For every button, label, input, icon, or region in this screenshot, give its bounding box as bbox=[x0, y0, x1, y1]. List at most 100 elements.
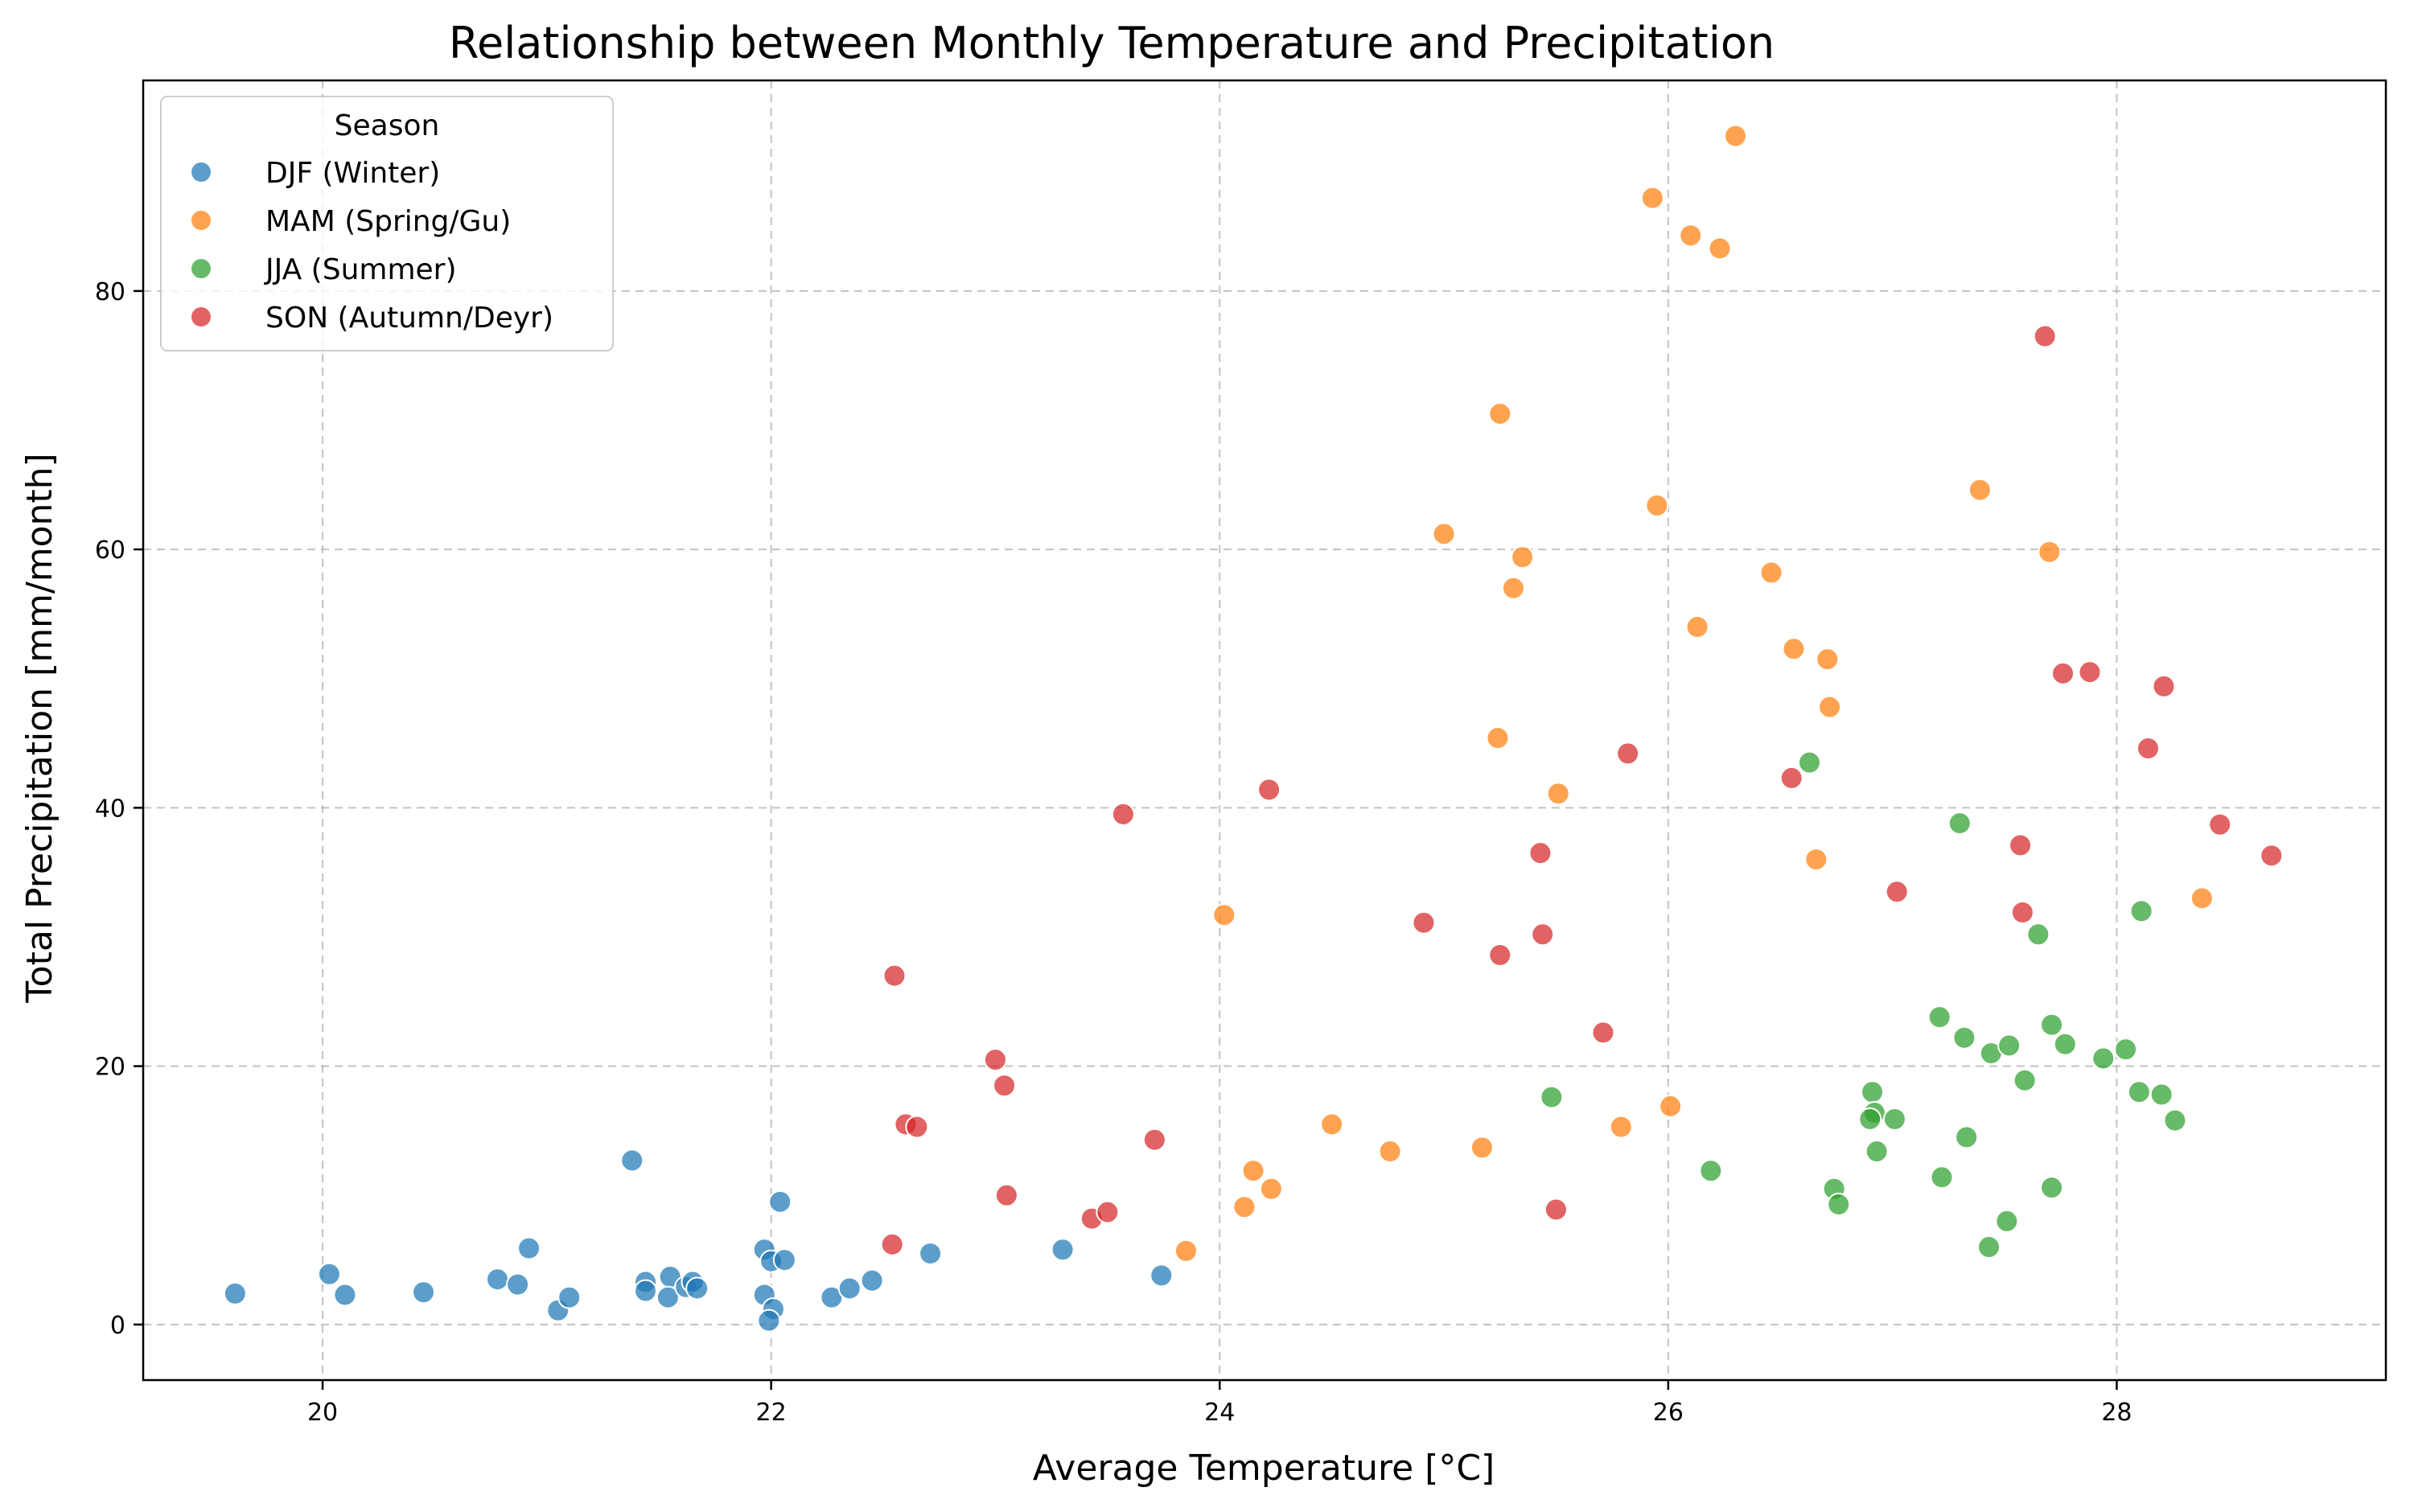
y-tick-label: 80 bbox=[95, 278, 125, 306]
data-point bbox=[1797, 750, 1821, 774]
data-point bbox=[1511, 545, 1535, 569]
data-point bbox=[1488, 401, 1512, 425]
data-point bbox=[685, 1276, 709, 1300]
x-tick-label: 22 bbox=[756, 1399, 787, 1427]
x-tick-label: 28 bbox=[2101, 1399, 2132, 1427]
data-point bbox=[1609, 1115, 1633, 1139]
data-point bbox=[1968, 478, 1992, 502]
data-point bbox=[880, 1232, 904, 1256]
data-point bbox=[1488, 943, 1512, 968]
data-point bbox=[1645, 493, 1669, 517]
data-point bbox=[2013, 1068, 2037, 1092]
data-point bbox=[1470, 1136, 1494, 1160]
data-point bbox=[1955, 1125, 1979, 1149]
data-point bbox=[620, 1148, 644, 1173]
data-point bbox=[993, 1074, 1017, 1098]
data-point bbox=[860, 1268, 884, 1292]
data-point bbox=[2051, 661, 2075, 685]
data-point bbox=[1616, 742, 1640, 766]
data-point bbox=[2208, 812, 2232, 836]
data-point bbox=[882, 963, 907, 988]
legend-entry: SON (Autumn/Deyr) bbox=[191, 302, 553, 335]
data-point bbox=[1528, 841, 1553, 865]
data-point bbox=[1111, 802, 1135, 826]
data-point bbox=[2129, 899, 2153, 923]
data-points bbox=[223, 124, 2284, 1333]
data-point bbox=[2114, 1037, 2138, 1062]
data-point bbox=[1432, 522, 1456, 546]
data-point bbox=[757, 1309, 781, 1333]
y-tick-label: 40 bbox=[95, 795, 125, 823]
legend-entry: MAM (Spring/Gu) bbox=[191, 205, 511, 238]
data-point bbox=[2127, 1080, 2151, 1104]
grid-lines bbox=[143, 80, 2386, 1380]
data-point bbox=[656, 1285, 680, 1309]
data-point bbox=[1259, 1177, 1283, 1201]
data-point bbox=[1779, 766, 1803, 790]
legend-title: Season bbox=[335, 109, 440, 142]
data-point bbox=[837, 1276, 862, 1300]
x-tick-label: 20 bbox=[307, 1399, 338, 1427]
data-point bbox=[1174, 1239, 1198, 1263]
data-point bbox=[2038, 540, 2062, 564]
y-tick-label: 60 bbox=[95, 536, 125, 565]
data-point bbox=[2260, 844, 2284, 868]
legend-marker bbox=[191, 307, 211, 327]
data-point bbox=[1865, 1140, 1889, 1164]
series-3 bbox=[880, 324, 2284, 1256]
legend-label: SON (Autumn/Deyr) bbox=[265, 302, 553, 335]
series-0 bbox=[223, 1148, 1174, 1333]
y-tick-label: 20 bbox=[95, 1054, 125, 1082]
data-point bbox=[2078, 660, 2102, 684]
data-point bbox=[1858, 1107, 1882, 1132]
data-point bbox=[1977, 1235, 2001, 1259]
legend-entry: DJF (Winter) bbox=[191, 157, 440, 190]
data-point bbox=[1531, 922, 1555, 947]
legend-marker bbox=[191, 211, 211, 230]
data-point bbox=[1051, 1238, 1075, 1262]
data-point bbox=[1412, 910, 1436, 935]
data-point bbox=[2136, 736, 2160, 760]
data-point bbox=[2091, 1046, 2116, 1070]
data-point bbox=[2053, 1032, 2077, 1056]
chart-title: Relationship between Monthly Temperature… bbox=[449, 18, 1775, 68]
data-point bbox=[1782, 637, 1806, 661]
data-point bbox=[1212, 903, 1236, 927]
data-point bbox=[2040, 1013, 2064, 1037]
axis-ticks: 20 22 24 26 28 0 20 40 60 80 bbox=[95, 278, 2132, 1427]
data-point bbox=[1486, 726, 1510, 750]
legend-label: DJF (Winter) bbox=[265, 157, 440, 190]
data-point bbox=[1540, 1085, 1564, 1109]
data-point bbox=[317, 1262, 341, 1286]
data-point bbox=[1804, 848, 1828, 872]
data-point bbox=[1501, 576, 1525, 600]
data-point bbox=[1142, 1128, 1166, 1152]
legend-entry: JJA (Summer) bbox=[191, 253, 457, 286]
legend-entries: DJF (Winter) MAM (Spring/Gu) JJA (Summer) S… bbox=[191, 157, 553, 335]
data-point bbox=[1659, 1094, 1683, 1118]
data-point bbox=[1882, 1107, 1906, 1132]
data-point bbox=[1232, 1195, 1256, 1219]
data-point bbox=[1947, 811, 1972, 836]
data-point bbox=[1708, 236, 1732, 261]
data-point bbox=[1699, 1159, 1723, 1183]
data-point bbox=[486, 1268, 510, 1292]
data-point bbox=[557, 1285, 582, 1309]
data-point bbox=[1378, 1140, 1402, 1164]
data-point bbox=[2033, 324, 2057, 348]
data-point bbox=[634, 1279, 658, 1303]
data-point bbox=[1257, 778, 1281, 802]
data-point bbox=[1546, 782, 1570, 806]
data-point bbox=[1827, 1193, 1851, 1217]
x-axis-title: Average Temperature [°C] bbox=[1033, 1448, 1495, 1489]
data-point bbox=[1927, 1005, 1951, 1029]
data-point bbox=[1995, 1209, 2019, 1233]
series-2 bbox=[1540, 750, 2187, 1259]
data-point bbox=[2010, 900, 2034, 924]
data-point bbox=[1861, 1080, 1885, 1104]
data-point bbox=[506, 1272, 530, 1296]
data-point bbox=[1723, 124, 1747, 148]
data-point bbox=[2149, 1083, 2174, 1107]
data-point bbox=[1640, 186, 1664, 210]
